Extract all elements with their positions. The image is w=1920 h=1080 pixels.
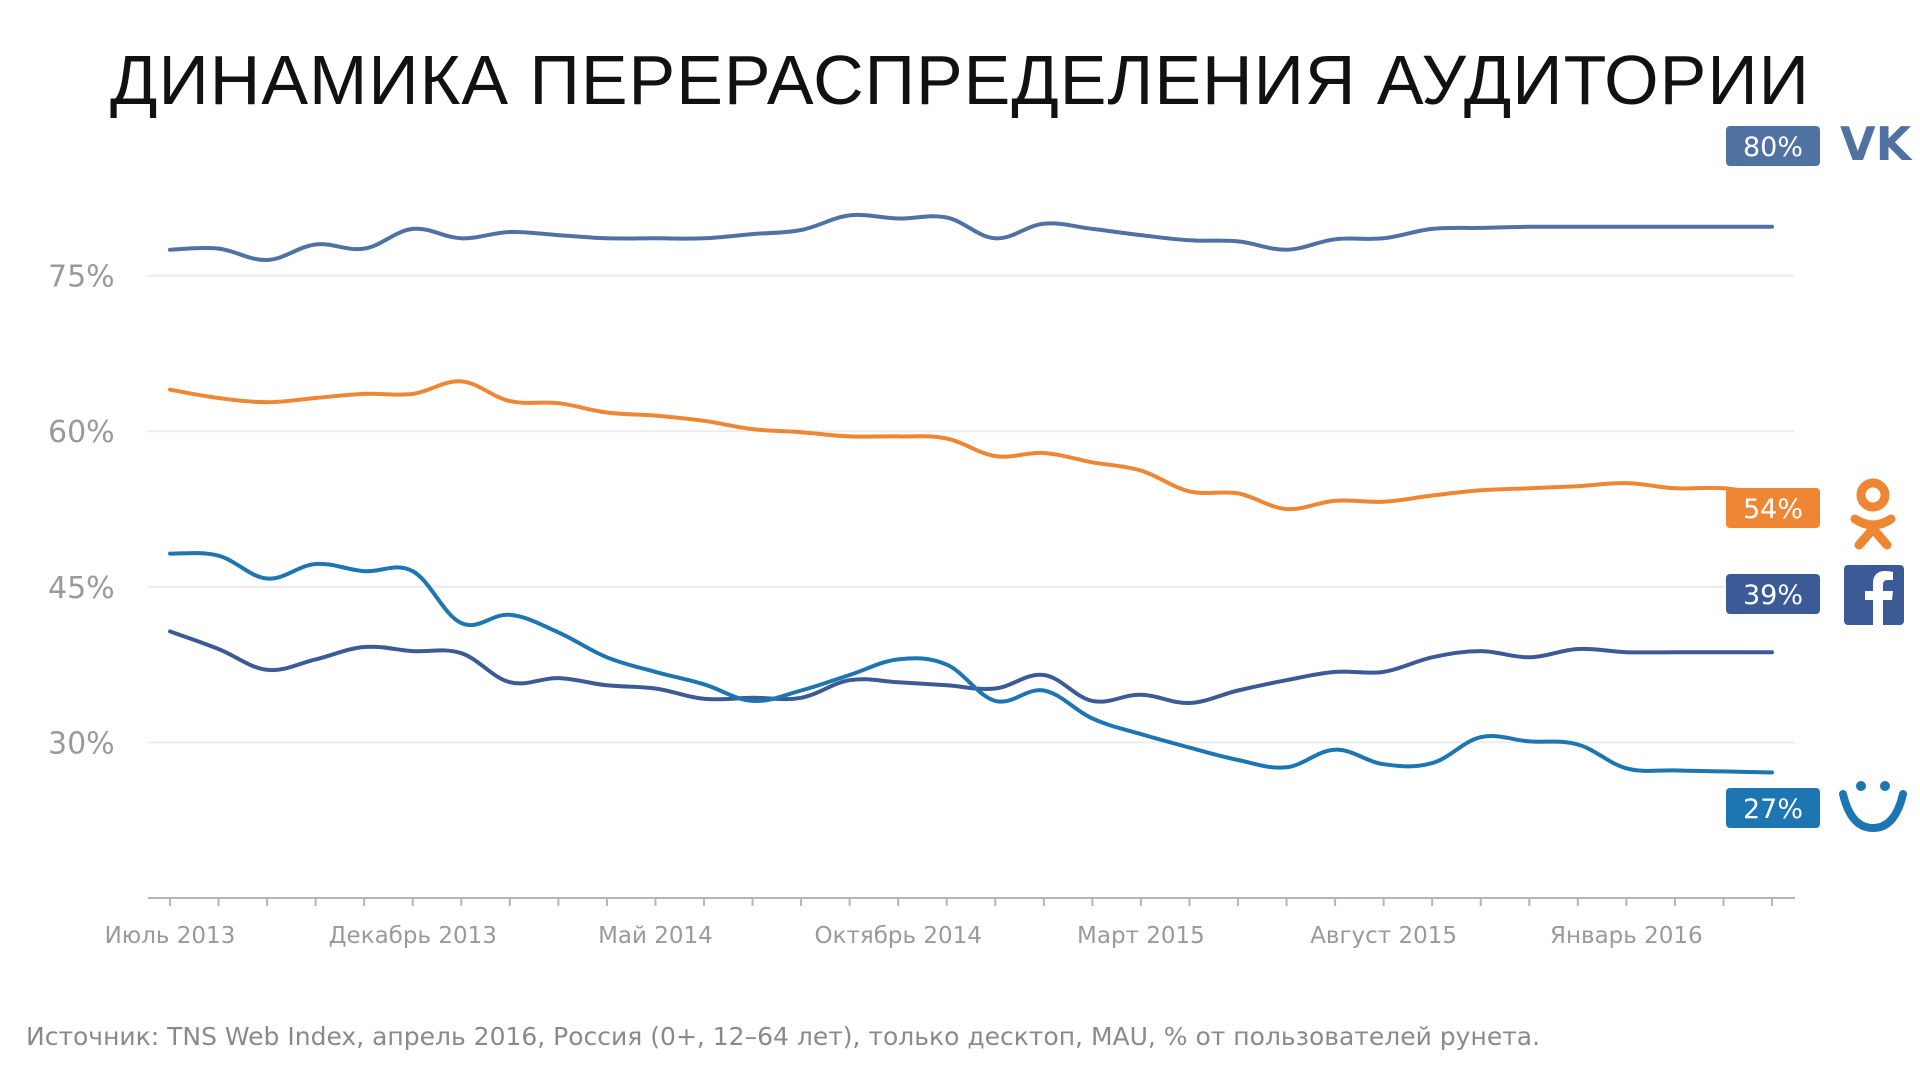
x-tick-label: Июль 2013 [105,923,236,949]
y-tick-label: 60% [48,415,115,450]
series-line-2 [168,629,1774,706]
x-tick-label: Август 2015 [1310,923,1457,949]
vk-logo-icon: VK [1840,117,1914,171]
series-lines [168,212,1774,775]
x-tick-label: Май 2014 [598,923,713,949]
end-label-badge [1726,126,1820,166]
ok-logo-icon [1850,478,1896,550]
end-label-text: 80% [1743,132,1803,163]
end-label-text: 54% [1743,494,1803,525]
end-label-badge [1726,488,1820,528]
mymir-smile-logo-icon [1839,781,1907,833]
y-tick-label: 30% [48,726,115,761]
series-line-1 [168,379,1774,512]
y-tick-label: 45% [48,571,115,606]
y-tick-label: 75% [48,260,115,295]
chart-title: ДИНАМИКА ПЕРЕРАСПРЕДЕЛЕНИЯ АУДИТОРИИ [110,41,1810,119]
source-note: Источник: TNS Web Index, апрель 2016, Ро… [26,1022,1541,1051]
gridlines [148,274,1795,744]
x-tick-label: Декабрь 2013 [329,923,497,949]
series-line-0 [168,212,1774,263]
svg-text:VK: VK [1840,117,1914,171]
x-tick-label: Январь 2016 [1550,923,1703,949]
end-label-text: 27% [1743,794,1803,825]
end-label-badge [1726,788,1820,828]
series-end-labels: 80% 54% 39% 27% [1726,126,1820,828]
end-label-badge [1726,574,1820,614]
x-tick-label: Октябрь 2014 [814,923,981,949]
facebook-logo-icon [1844,565,1904,625]
x-axis: Июль 2013 Декабрь 2013 Май 2014 Октябрь 201… [105,897,1795,949]
x-tick-label: Март 2015 [1077,923,1205,949]
series-line-3 [168,551,1774,775]
y-axis: 30% 45% 60% 75% [48,260,115,762]
end-label-text: 39% [1743,580,1803,611]
